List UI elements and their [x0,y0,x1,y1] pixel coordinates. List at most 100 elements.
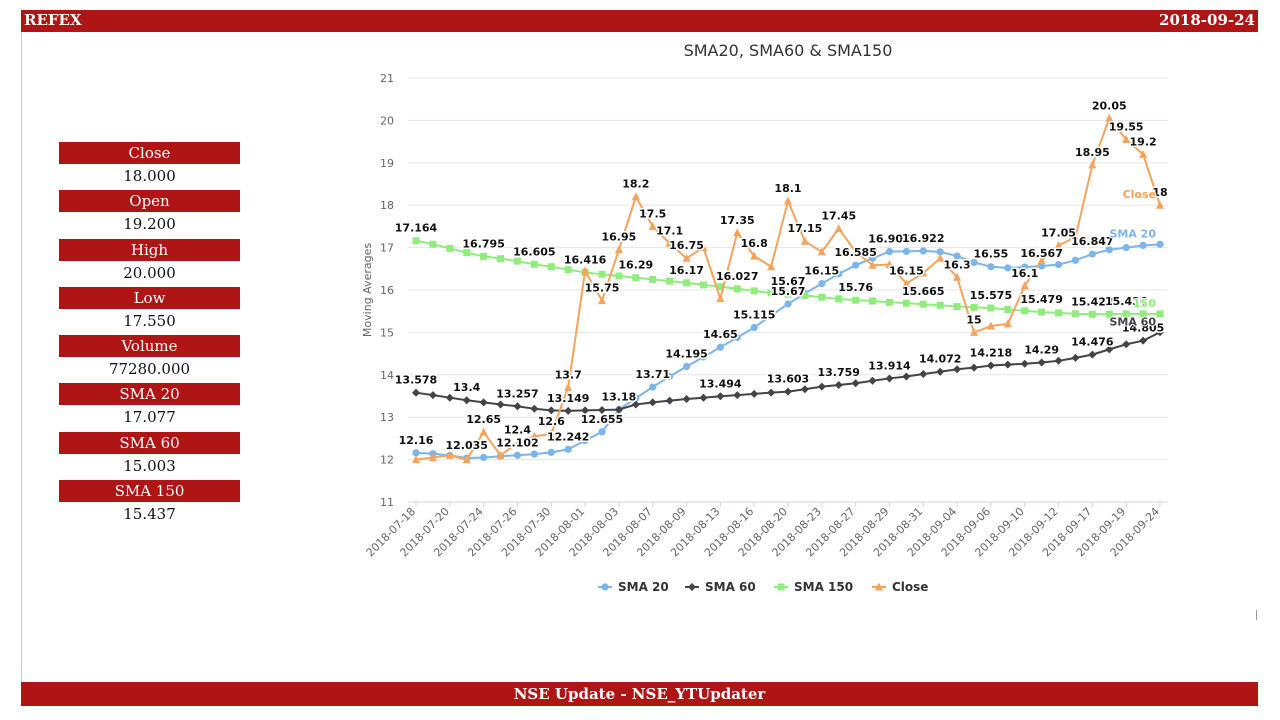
stats-panel: Close 18.000 Open 19.200 High 20.000 Low… [59,142,240,528]
data-point-close [496,450,505,459]
data-point-sma60 [496,400,505,409]
stat-value-close: 18.000 [123,167,176,185]
data-label-close: 15.75 [585,282,620,295]
data-point-sma150 [564,266,572,274]
data-label-close: 17.45 [821,210,856,223]
data-point-sma60 [412,388,420,397]
data-label-sma150: 17.164 [395,222,438,235]
data-label-sma60: 14.805 [1122,322,1164,335]
legend-label-sma60: SMA 60 [705,580,756,594]
data-point-sma60 [1122,340,1131,349]
data-point-sma60 [631,400,640,409]
data-point-sma60 [699,393,708,402]
data-label-close: 18.2 [622,178,649,191]
data-label-sma150: 16.17 [669,264,704,277]
data-label-close: 16.95 [602,231,637,244]
data-point-close [614,245,623,254]
data-label-sma60: 14.29 [1024,344,1059,357]
data-point-sma150 [446,244,454,252]
data-point-sma60 [970,363,978,372]
data-label-sma150: 15.428 [1071,295,1113,308]
data-label-sma20: 16.585 [834,246,876,259]
data-label-close: 17.35 [720,214,755,227]
data-point-close [1105,113,1114,122]
data-point-sma20 [412,449,420,457]
data-point-sma150 [1088,310,1096,318]
footer-bar: NSE Update - NSE_YTUpdater [21,682,1258,706]
data-label-sma20: 16.55 [974,248,1009,261]
data-point-close [885,260,894,269]
data-point-sma150 [902,299,910,307]
data-point-sma60 [530,404,539,413]
data-point-sma20 [784,300,792,308]
data-point-close [834,224,843,233]
data-label-close: 17.5 [639,207,666,220]
legend-marker-sma20 [601,583,609,591]
data-label-sma20: 12.16 [399,434,434,447]
data-point-sma20 [767,311,775,320]
data-point-sma150 [733,285,741,293]
data-point-close [564,383,573,392]
data-point-close [936,253,945,262]
data-point-close [699,243,708,252]
data-label-sma20: 14.65 [703,328,738,341]
data-point-sma150 [1004,306,1012,314]
data-label-close: 12.65 [466,413,501,426]
data-point-sma20 [1054,260,1063,269]
data-point-sma60 [767,388,776,397]
data-label-sma60: 13.494 [699,377,742,390]
data-point-sma20 [936,248,944,256]
data-label-close: 18 [1152,186,1167,199]
data-point-sma60 [665,396,674,405]
data-label-sma150: 16.605 [513,245,555,258]
data-point-close [733,228,742,237]
data-point-sma20 [919,247,927,255]
data-point-sma60 [750,389,759,398]
data-label-close: 18.1 [774,182,801,195]
data-label-sma150: 15.665 [902,285,944,298]
y-tick-label: 14 [380,369,394,382]
data-label-sma60: 13.18 [602,391,637,404]
data-point-sma60 [936,367,945,376]
data-point-sma20 [716,343,724,351]
data-label-sma20: 12.242 [547,430,589,443]
data-point-sma20 [818,280,826,288]
data-point-sma20 [1088,250,1096,258]
data-label-sma150: 15.575 [970,289,1012,302]
data-point-close [631,192,640,201]
data-point-sma20 [1139,241,1147,250]
data-label-close: 20.05 [1092,99,1127,112]
data-point-close [1156,200,1164,209]
data-point-sma150 [919,300,927,308]
y-tick-label: 21 [380,72,394,85]
end-label-close: Close [1123,188,1156,201]
data-point-sma150 [970,303,978,311]
data-point-sma20 [649,383,657,391]
data-point-close [970,327,978,336]
data-point-sma60 [1020,359,1029,368]
data-point-close [919,268,928,277]
data-label-close: 16.15 [889,265,924,278]
data-point-sma60 [986,361,995,370]
data-point-sma150 [429,240,437,248]
end-label-sma20: SMA 20 [1109,227,1156,240]
data-label-sma20: 16.922 [902,232,944,245]
data-point-sma150 [1139,310,1147,318]
y-tick-label: 20 [380,114,394,127]
data-point-sma60 [1037,358,1046,367]
data-label-sma150: 15.479 [1020,293,1062,306]
data-point-sma20 [885,248,894,256]
data-point-sma150 [835,295,843,303]
data-point-sma150 [666,277,674,285]
data-point-sma60 [868,376,877,385]
stat-label-close: Close [59,142,240,164]
data-point-sma60 [733,391,742,400]
data-point-sma20 [598,428,606,436]
data-point-close [784,196,792,205]
stat-value-high: 20.000 [123,263,176,282]
data-label-sma60: 13.603 [767,373,809,386]
data-point-sma20 [953,252,961,260]
data-label-sma20: 16.847 [1071,235,1113,248]
data-point-sma150 [1055,309,1063,317]
data-point-close [817,247,826,256]
